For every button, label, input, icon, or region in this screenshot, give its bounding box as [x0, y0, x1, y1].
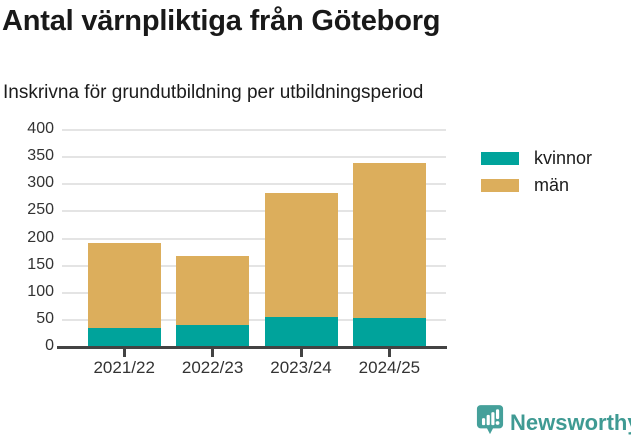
gridline-200: [62, 237, 446, 240]
gridline-100: [62, 291, 446, 294]
y-axis-tick-label: 250: [27, 201, 54, 219]
y-axis-tick-label: 50: [36, 309, 54, 327]
legend-label-kvinnor: kvinnor: [534, 148, 593, 168]
bar-2023/24-män: [264, 192, 338, 317]
x-axis-tick-label: 2022/23: [181, 358, 244, 377]
bar-2024/25-män: [352, 163, 426, 319]
newsworthy-logo: Newsworthy: [476, 404, 631, 439]
y-axis-tick-label: 100: [27, 282, 54, 300]
x-axis-tick-label: 2023/24: [270, 358, 332, 377]
legend: kvinnor män: [481, 149, 592, 194]
y-axis-tick-label: 300: [27, 174, 54, 192]
y-axis-tick-label: 200: [27, 228, 54, 246]
chart-subtitle: Inskrivna för grundutbildning per utbild…: [3, 82, 424, 103]
gridline-150: [62, 264, 446, 267]
legend-item-kvinnor: kvinnor: [481, 149, 592, 167]
bar-2024/25-kvinnor: [352, 318, 426, 347]
legend-swatch-kvinnor: [481, 151, 519, 165]
chart-title: Antal värnpliktiga från Göteborg: [2, 5, 441, 37]
newsworthy-bubble-chart-icon: [476, 404, 504, 439]
gridline-400: [62, 129, 446, 131]
y-axis-tick-label: 0: [45, 337, 54, 354]
gridline-300: [62, 183, 446, 186]
y-axis-tick-label: 150: [27, 255, 54, 273]
bar-2022/23-män: [176, 255, 250, 325]
x-axis-line: [57, 346, 447, 349]
x-axis-tick: [299, 347, 303, 357]
x-axis-tick: [122, 347, 126, 357]
legend-label-man: män: [534, 175, 570, 195]
bar-2023/24-kvinnor: [264, 316, 338, 347]
x-axis-tick: [387, 347, 391, 357]
gridline-50: [62, 318, 446, 321]
legend-swatch-man: [481, 178, 519, 192]
y-axis-tick-label: 400: [27, 120, 54, 137]
legend-item-man: män: [481, 176, 592, 194]
x-axis-tick: [211, 347, 215, 357]
y-axis-tick-label: 350: [27, 147, 54, 165]
bar-2022/23-kvinnor: [176, 324, 250, 347]
bar-2021/22-män: [87, 242, 161, 328]
bar-2021/22-kvinnor: [87, 328, 161, 347]
x-axis-tick-label: 2024/25: [358, 358, 421, 377]
brand-name: Newsworthy: [510, 409, 631, 435]
gridline-350: [62, 156, 446, 159]
gridline-250: [62, 210, 446, 213]
x-axis-tick-label: 2021/22: [93, 358, 155, 377]
